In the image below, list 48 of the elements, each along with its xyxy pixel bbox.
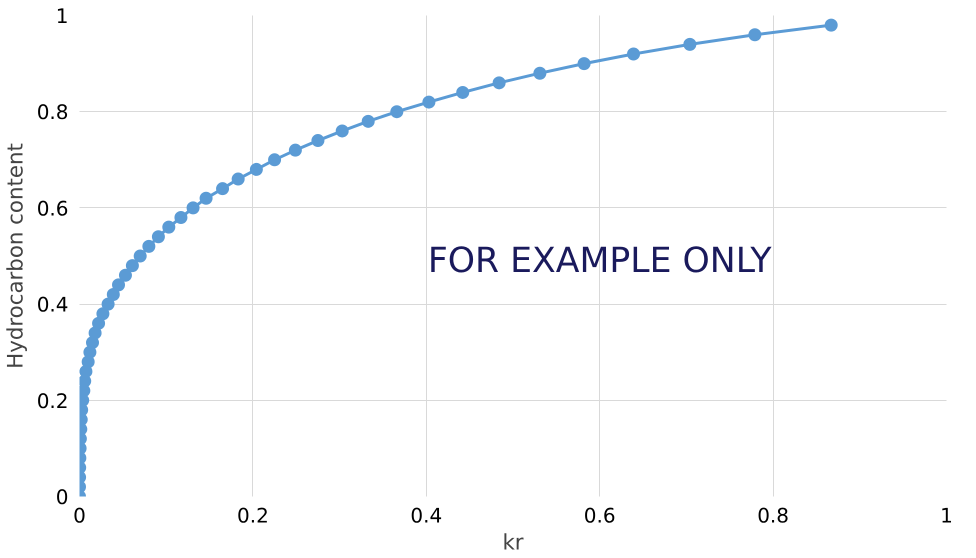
point	[92, 316, 106, 330]
point	[288, 144, 302, 157]
y-tick-label: 0.4	[36, 292, 69, 317]
point	[106, 288, 120, 301]
x-tick-label: 0.4	[410, 504, 442, 528]
x-tick-label: 0.8	[757, 504, 790, 528]
point	[118, 268, 132, 282]
point	[492, 76, 506, 90]
x-tick-label: 0	[73, 504, 86, 528]
point	[162, 220, 176, 234]
point	[126, 259, 139, 272]
x-tick-label: 1	[940, 504, 953, 528]
point	[152, 230, 165, 244]
point	[578, 57, 591, 70]
point	[88, 326, 102, 340]
point	[200, 192, 213, 205]
y-axis-title: Hydrocarbon content	[4, 143, 29, 369]
point	[174, 211, 188, 224]
point	[311, 134, 324, 148]
y-tick-label: 1	[56, 4, 69, 28]
point	[102, 298, 115, 311]
point	[627, 47, 640, 60]
point	[748, 28, 762, 42]
point	[216, 182, 230, 196]
point	[250, 162, 263, 176]
y-tick-label: 0.6	[36, 196, 69, 220]
x-axis-title: kr	[502, 530, 524, 556]
x-tick-label: 0.2	[236, 504, 269, 528]
point	[683, 38, 696, 51]
point	[232, 172, 245, 186]
y-tick-label: 0.2	[36, 388, 69, 413]
point	[456, 86, 470, 99]
point	[422, 96, 436, 109]
point	[112, 278, 126, 292]
point	[824, 18, 838, 32]
x-tick-label: 0.6	[584, 504, 616, 528]
point	[268, 153, 282, 166]
point	[142, 240, 156, 253]
point	[134, 250, 147, 262]
point	[362, 114, 375, 128]
point	[336, 124, 349, 138]
point	[186, 201, 200, 214]
point	[96, 307, 110, 320]
y-tick-label: 0	[56, 485, 69, 509]
annotation: FOR EXAMPLE ONLY	[428, 240, 772, 281]
point	[533, 66, 546, 80]
y-tick-label: 0.8	[36, 100, 69, 124]
point	[390, 105, 404, 118]
